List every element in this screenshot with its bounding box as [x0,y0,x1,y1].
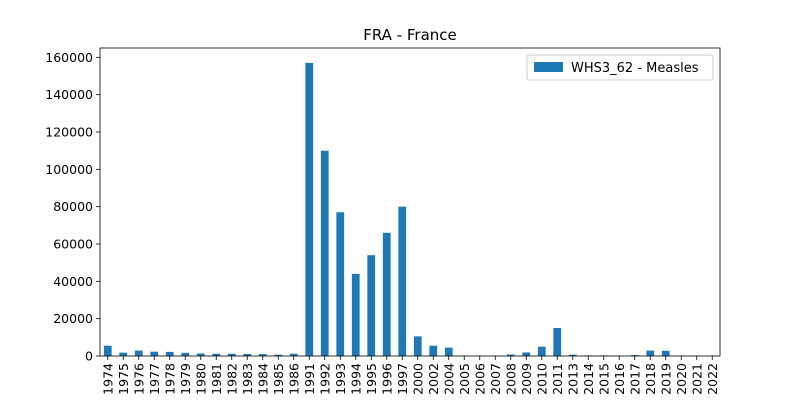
bar-1982 [227,353,236,356]
bars-group [103,62,717,357]
bar-1976 [134,350,143,356]
legend-label: WHS3_62 - Measles [571,61,699,76]
x-tick-label: 1974 [100,363,115,395]
x-tick-label: 2015 [596,363,611,395]
bar-1977 [150,351,159,356]
legend-box [526,54,714,81]
x-tick-label: 2011 [550,363,565,395]
bar-2002 [429,345,438,356]
x-tick-label: 2020 [674,363,689,395]
bar-1994 [351,273,360,356]
legend-swatch [534,62,563,72]
bar-1993 [336,212,345,356]
y-tick-label: 0 [85,349,93,364]
x-tick-label: 1982 [224,363,239,395]
bar-2011 [553,328,562,356]
bar-1975 [119,352,128,356]
bar-2009 [522,352,531,356]
y-tick-label: 60000 [53,237,93,252]
bar-1984 [258,354,267,356]
bar-1983 [243,353,252,356]
bar-1997 [398,206,407,356]
bar-2004 [444,347,453,356]
y-tick-label: 100000 [45,162,93,177]
y-tick-label: 80000 [53,199,93,214]
x-tick-label: 2022 [705,363,720,395]
x-tick-label: 1995 [364,363,379,395]
x-tick-label: 2010 [534,363,549,395]
bar-1978 [165,351,174,356]
bar-2019 [661,350,670,356]
x-tick-label: 1992 [317,363,332,395]
x-tick-label: 2008 [503,363,518,395]
bar-2010 [537,346,546,356]
x-tick-label: 1985 [271,363,286,395]
x-tick-label: 1993 [333,363,348,395]
x-tick-label: 1997 [395,363,410,395]
x-tick-label: 2017 [627,363,642,395]
bar-2013 [568,354,577,356]
y-tick-label: 120000 [45,125,93,140]
bar-1974 [103,345,112,356]
bar-2018 [646,350,655,356]
x-tick-label: 2002 [426,363,441,395]
x-tick-label: 2000 [410,363,425,395]
bar-1995 [367,255,376,356]
y-tick-label: 160000 [45,50,93,65]
x-tick-label: 2019 [658,363,673,395]
x-tick-label: 2018 [643,363,658,395]
x-tick-label: 2007 [488,363,503,395]
x-tick-label: 2005 [457,363,472,395]
x-tick-label: 1979 [178,363,193,395]
x-tick-label: 1994 [348,363,363,395]
x-tick-label: 1976 [131,363,146,395]
y-tick-label: 20000 [53,311,93,326]
x-axis: 1974 1975 1976 1977 1978 1979 1980 1981 1982 1983… [100,356,720,395]
x-tick-label: 2021 [689,363,704,395]
bar-1986 [289,353,298,356]
x-tick-label: 2014 [581,363,596,395]
bar-1981 [212,353,221,356]
y-tick-label: 40000 [53,274,93,289]
plot-frame [99,47,721,357]
y-tick-label: 140000 [45,87,93,102]
bar-2000 [413,336,422,356]
x-tick-label: 1984 [255,363,270,395]
x-tick-label: 2013 [565,363,580,395]
legend: WHS3_62 - Measles [526,54,714,81]
x-tick-label: 1980 [193,363,208,395]
x-tick-label: 1986 [286,363,301,395]
x-tick-label: 1996 [379,363,394,395]
x-tick-label: 1991 [302,363,317,395]
x-tick-label: 2009 [519,363,534,395]
x-tick-label: 1977 [147,363,162,395]
x-tick-label: 1981 [209,363,224,395]
x-tick-label: 1978 [162,363,177,395]
bar-1979 [181,352,190,356]
chart-title: FRA - France [363,26,457,44]
bar-1996 [382,232,391,356]
bar-2017 [630,355,639,356]
bar-1992 [320,150,329,356]
bar-1985 [274,354,283,356]
x-tick-label: 2016 [612,363,627,395]
bar-1991 [305,62,314,357]
x-tick-label: 1975 [116,363,131,395]
bar-2008 [506,354,515,356]
bar-1980 [196,353,205,356]
x-tick-label: 1983 [240,363,255,395]
y-axis: 0 20000 40000 60000 80000 100000 120000 140000 1… [45,50,100,364]
x-tick-label: 2006 [472,363,487,395]
x-tick-label: 2004 [441,363,456,395]
